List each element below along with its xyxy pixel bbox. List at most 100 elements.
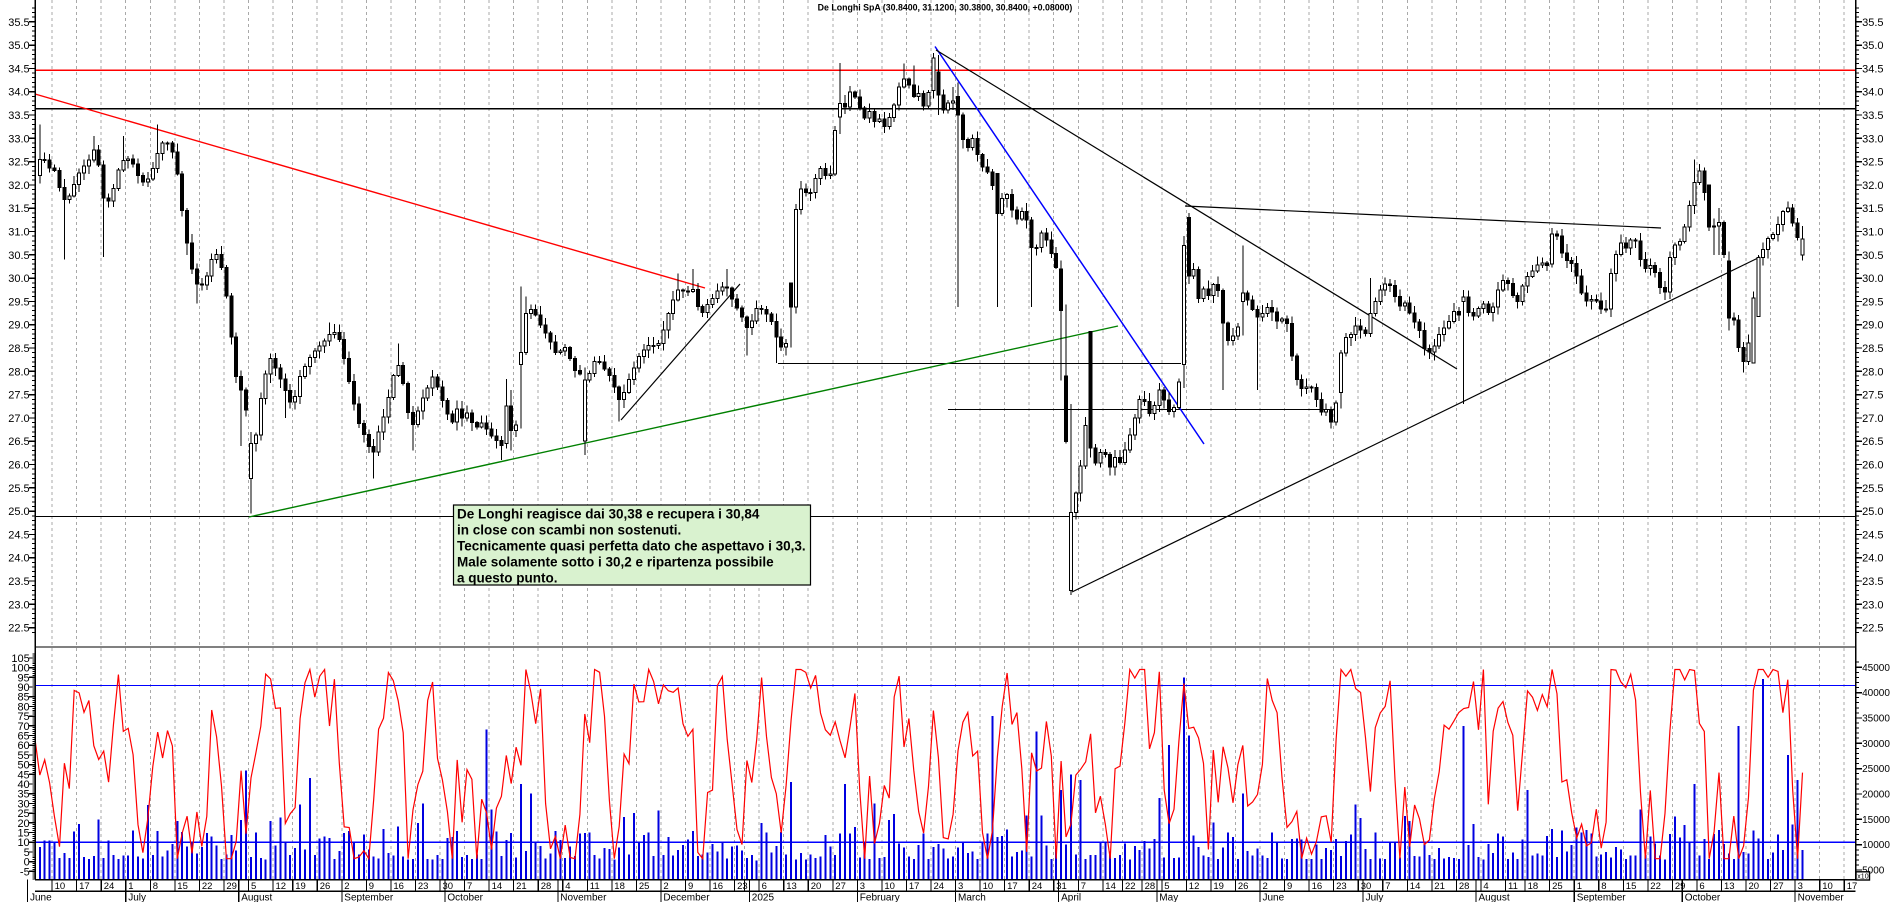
svg-text:15000: 15000 xyxy=(1862,815,1890,826)
svg-text:22: 22 xyxy=(1125,881,1136,892)
svg-text:17: 17 xyxy=(1847,881,1858,892)
svg-text:9: 9 xyxy=(688,881,693,892)
svg-text:33.0: 33.0 xyxy=(1862,133,1883,145)
svg-text:55: 55 xyxy=(17,750,29,762)
svg-text:15: 15 xyxy=(177,881,188,892)
svg-text:24.0: 24.0 xyxy=(1862,553,1883,565)
svg-text:23: 23 xyxy=(737,881,748,892)
svg-text:27.5: 27.5 xyxy=(1862,390,1883,402)
svg-text:7: 7 xyxy=(1385,881,1390,892)
svg-text:28.0: 28.0 xyxy=(8,366,29,378)
svg-text:28: 28 xyxy=(1459,881,1470,892)
svg-text:31.5: 31.5 xyxy=(1862,203,1883,215)
svg-text:June: June xyxy=(30,893,52,903)
svg-text:25.0: 25.0 xyxy=(8,506,29,518)
svg-text:March: March xyxy=(958,893,986,903)
svg-text:26.0: 26.0 xyxy=(1862,460,1883,472)
svg-text:33.0: 33.0 xyxy=(8,133,29,145)
svg-text:28.0: 28.0 xyxy=(1862,366,1883,378)
svg-text:26.5: 26.5 xyxy=(8,436,29,448)
svg-text:17: 17 xyxy=(909,881,920,892)
svg-text:33.5: 33.5 xyxy=(8,110,29,122)
svg-text:-5: -5 xyxy=(20,866,30,878)
svg-text:32.5: 32.5 xyxy=(8,157,29,169)
svg-text:29.5: 29.5 xyxy=(1862,296,1883,308)
svg-text:32.0: 32.0 xyxy=(1862,180,1883,192)
svg-text:34.0: 34.0 xyxy=(1862,87,1883,99)
svg-text:12: 12 xyxy=(276,881,287,892)
svg-text:15: 15 xyxy=(1626,881,1637,892)
svg-text:45: 45 xyxy=(17,769,29,781)
svg-text:40: 40 xyxy=(17,779,29,791)
svg-text:Tecnicamente quasi perfetta da: Tecnicamente quasi perfetta dato che asp… xyxy=(457,539,806,554)
svg-text:20: 20 xyxy=(811,881,822,892)
svg-text:5: 5 xyxy=(251,881,256,892)
svg-text:February: February xyxy=(860,893,900,903)
svg-text:33.5: 33.5 xyxy=(1862,110,1883,122)
svg-text:August: August xyxy=(1479,893,1510,903)
svg-text:30000: 30000 xyxy=(1862,739,1890,750)
svg-text:June: June xyxy=(1263,893,1285,903)
svg-text:10: 10 xyxy=(1822,881,1833,892)
svg-text:14: 14 xyxy=(1105,881,1116,892)
svg-text:23.5: 23.5 xyxy=(1862,576,1883,588)
svg-text:27.0: 27.0 xyxy=(1862,413,1883,425)
svg-text:16: 16 xyxy=(713,881,724,892)
svg-text:29.0: 29.0 xyxy=(8,320,29,332)
svg-text:25: 25 xyxy=(17,808,29,820)
svg-text:35000: 35000 xyxy=(1862,714,1890,725)
svg-text:75: 75 xyxy=(17,711,29,723)
svg-text:November: November xyxy=(560,893,607,903)
svg-text:20: 20 xyxy=(1749,881,1760,892)
svg-text:40000: 40000 xyxy=(1862,688,1890,699)
svg-text:27.5: 27.5 xyxy=(8,390,29,402)
svg-text:23.5: 23.5 xyxy=(8,576,29,588)
svg-text:12: 12 xyxy=(1189,881,1200,892)
svg-text:August: August xyxy=(241,893,272,903)
svg-text:23.0: 23.0 xyxy=(8,599,29,611)
svg-text:85: 85 xyxy=(17,692,29,704)
svg-text:14: 14 xyxy=(492,881,503,892)
svg-text:2025: 2025 xyxy=(752,893,775,903)
svg-text:26: 26 xyxy=(320,881,331,892)
svg-text:5: 5 xyxy=(1164,881,1169,892)
svg-text:18: 18 xyxy=(1528,881,1539,892)
svg-text:April: April xyxy=(1061,893,1081,903)
svg-text:a questo punto.: a questo punto. xyxy=(457,571,558,586)
svg-text:24.5: 24.5 xyxy=(1862,529,1883,541)
svg-text:25.5: 25.5 xyxy=(1862,483,1883,495)
svg-text:6: 6 xyxy=(1699,881,1704,892)
svg-text:31.0: 31.0 xyxy=(8,227,29,239)
svg-text:29.0: 29.0 xyxy=(1862,320,1883,332)
svg-text:3: 3 xyxy=(860,881,865,892)
svg-text:9: 9 xyxy=(369,881,374,892)
svg-text:November: November xyxy=(1798,893,1845,903)
svg-text:5: 5 xyxy=(24,847,30,859)
svg-text:30: 30 xyxy=(443,881,454,892)
svg-text:x10: x10 xyxy=(1857,874,1868,881)
svg-text:100: 100 xyxy=(11,663,29,675)
svg-text:70: 70 xyxy=(17,721,29,733)
svg-text:10000: 10000 xyxy=(1862,840,1890,851)
svg-text:29: 29 xyxy=(1675,881,1686,892)
svg-text:De Longhi reagisce dai 30,38 e: De Longhi reagisce dai 30,38 e recupera … xyxy=(457,507,760,522)
svg-text:7: 7 xyxy=(1081,881,1086,892)
svg-text:18: 18 xyxy=(614,881,625,892)
svg-text:6: 6 xyxy=(762,881,767,892)
svg-text:25: 25 xyxy=(639,881,650,892)
svg-text:27.0: 27.0 xyxy=(8,413,29,425)
svg-text:19: 19 xyxy=(295,881,306,892)
svg-text:20000: 20000 xyxy=(1862,790,1890,801)
svg-text:28.5: 28.5 xyxy=(8,343,29,355)
svg-text:31.5: 31.5 xyxy=(8,203,29,215)
svg-text:October: October xyxy=(447,893,483,903)
svg-text:23.0: 23.0 xyxy=(1862,599,1883,611)
svg-text:19: 19 xyxy=(1213,881,1224,892)
svg-text:32.5: 32.5 xyxy=(1862,157,1883,169)
svg-text:28: 28 xyxy=(541,881,552,892)
svg-text:26.0: 26.0 xyxy=(8,460,29,472)
svg-text:30.5: 30.5 xyxy=(8,250,29,262)
svg-text:26: 26 xyxy=(1238,881,1249,892)
svg-text:29: 29 xyxy=(226,881,237,892)
svg-text:23: 23 xyxy=(1336,881,1347,892)
